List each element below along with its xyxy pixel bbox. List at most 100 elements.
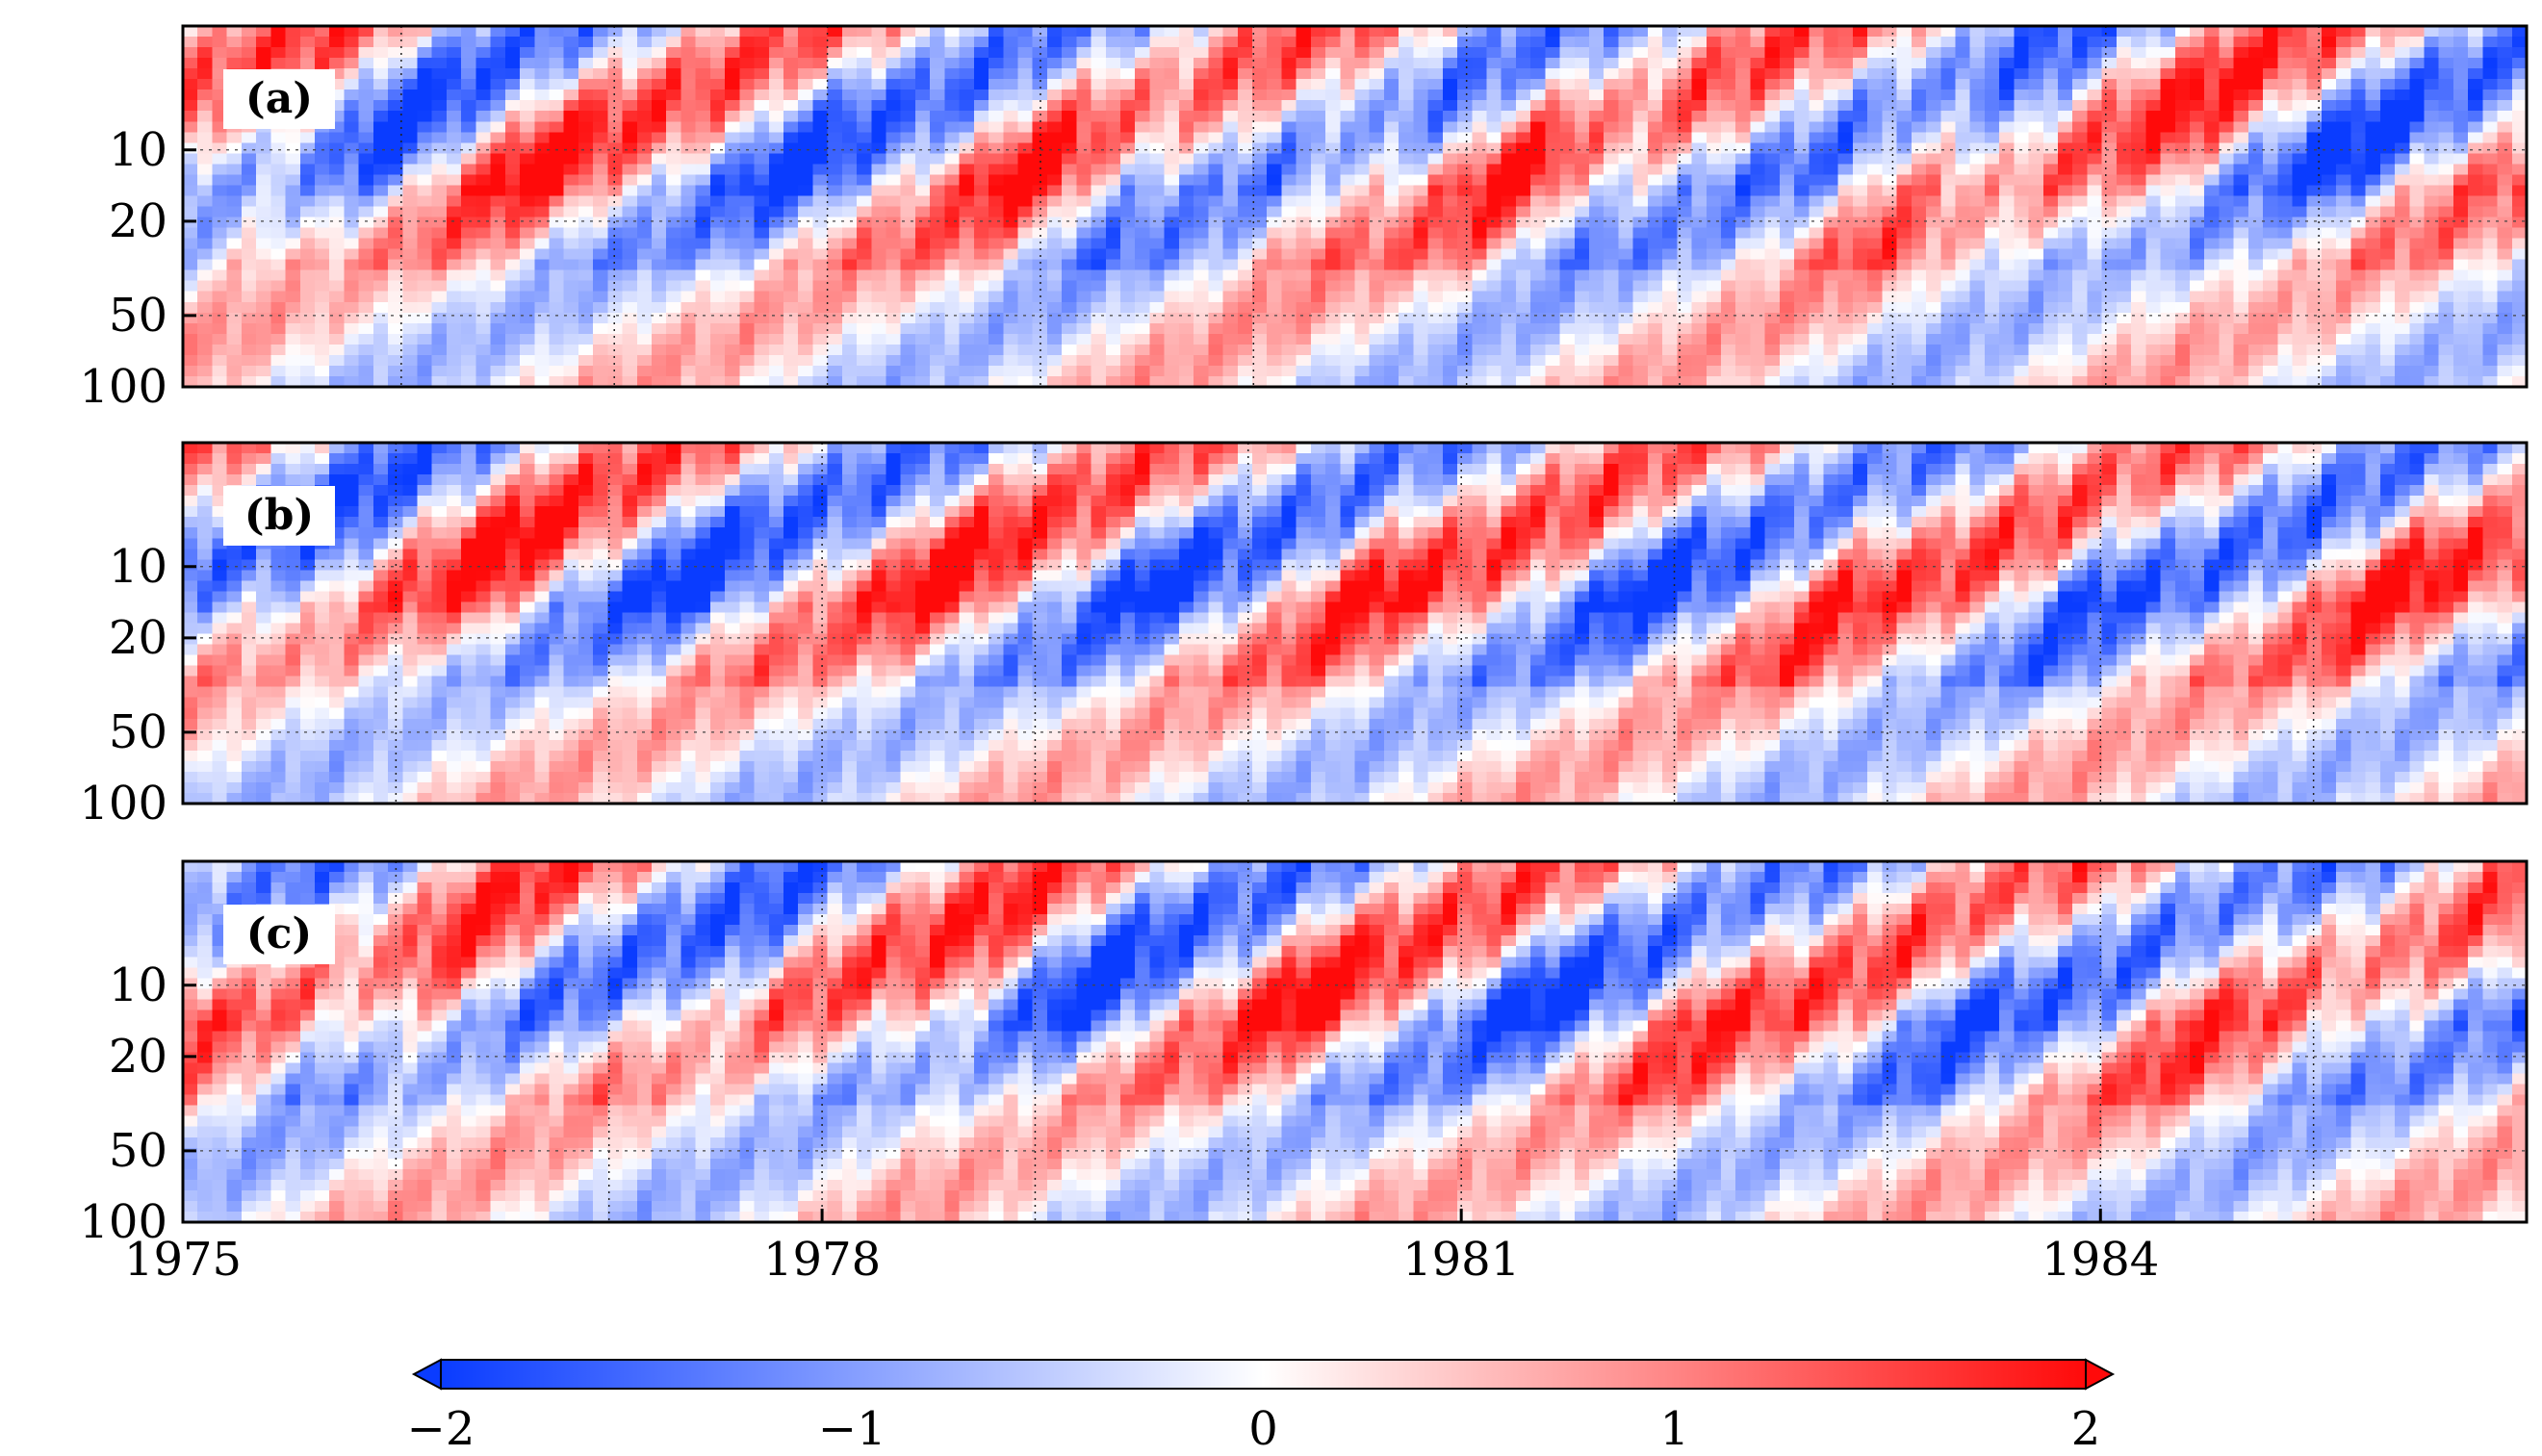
heatmap-cell <box>299 312 316 324</box>
heatmap-cell <box>1251 89 1268 101</box>
heatmap-cell <box>1325 322 1341 335</box>
heatmap-cell <box>2116 185 2132 197</box>
heatmap-cell <box>270 301 287 314</box>
heatmap-cell <box>973 89 989 101</box>
heatmap-cell <box>1194 269 1209 282</box>
heatmap-cell <box>2424 344 2440 356</box>
heatmap-cell <box>2379 269 2396 282</box>
heatmap-cell <box>1750 153 1766 165</box>
heatmap-cell <box>1472 47 1488 59</box>
heatmap-cell <box>1120 47 1136 59</box>
heatmap-cell <box>1354 174 1371 187</box>
heatmap-cell <box>593 206 608 218</box>
heatmap-cell <box>900 217 916 229</box>
heatmap-cell <box>2321 132 2337 143</box>
heatmap-cell <box>1750 132 1766 143</box>
heatmap-cell <box>1896 195 1913 208</box>
heatmap-cell <box>1823 195 1839 208</box>
heatmap-cell <box>2072 333 2089 345</box>
heatmap-cell <box>1852 301 1868 314</box>
heatmap-cell <box>886 238 902 250</box>
heatmap-cell <box>256 259 271 271</box>
heatmap-cell <box>1120 248 1136 261</box>
heatmap-cell <box>973 301 989 314</box>
heatmap-cell <box>2174 153 2191 165</box>
heatmap-cell <box>2468 185 2483 197</box>
heatmap-cell <box>636 132 653 143</box>
heatmap-cell <box>783 227 799 240</box>
heatmap-cell <box>1999 185 2015 197</box>
heatmap-cell <box>1632 58 1649 69</box>
heatmap-cell <box>1559 291 1576 303</box>
heatmap-cell <box>1852 206 1868 218</box>
heatmap-cell <box>2219 111 2235 122</box>
heatmap-cell <box>475 354 492 367</box>
heatmap-cell <box>2028 312 2044 324</box>
heatmap-cell <box>1340 248 1356 261</box>
heatmap-cell <box>372 301 389 314</box>
heatmap-cell <box>754 206 770 218</box>
heatmap-cell <box>1823 248 1839 261</box>
heatmap-cell <box>1632 185 1649 197</box>
heatmap-cell <box>2263 195 2278 208</box>
heatmap-cell <box>680 142 697 154</box>
heatmap-cell <box>1618 121 1634 133</box>
heatmap-cell <box>1984 164 2000 176</box>
heatmap-cell <box>1267 344 1283 356</box>
heatmap-cell <box>358 47 374 59</box>
heatmap-cell <box>1486 100 1502 112</box>
heatmap-cell <box>2247 26 2264 38</box>
heatmap-cell <box>622 312 638 324</box>
heatmap-cell <box>652 344 667 356</box>
heatmap-cell <box>1208 68 1224 80</box>
heatmap-cell <box>1237 26 1253 38</box>
heatmap-cell <box>1076 79 1092 90</box>
heatmap-cell <box>652 206 667 218</box>
heatmap-cell <box>1486 206 1502 218</box>
heatmap-cell <box>739 291 756 303</box>
heatmap-cell <box>1545 185 1561 197</box>
heatmap-cell <box>1062 132 1077 143</box>
heatmap-cell <box>1310 37 1326 48</box>
heatmap-cell <box>1296 164 1312 176</box>
heatmap-cell <box>1559 164 1576 176</box>
heatmap-cell <box>1911 269 1927 282</box>
heatmap-cell <box>607 238 624 250</box>
heatmap-cell <box>358 333 374 345</box>
heatmap-cell <box>329 26 346 38</box>
heatmap-cell <box>768 280 784 293</box>
heatmap-cell <box>490 238 506 250</box>
heatmap-cell <box>1325 291 1341 303</box>
heatmap-cell <box>2174 111 2191 122</box>
heatmap-cell <box>344 291 360 303</box>
heatmap-cell <box>1515 291 1531 303</box>
heatmap-cell <box>930 185 945 197</box>
heatmap-cell <box>1706 142 1722 154</box>
heatmap-cell <box>2189 142 2205 154</box>
heatmap-cell <box>388 195 403 208</box>
heatmap-cell <box>1867 132 1883 143</box>
heatmap-cell <box>1105 217 1121 229</box>
heatmap-cell <box>1340 238 1356 250</box>
heatmap-cell <box>1882 301 1898 314</box>
heatmap-cell <box>1325 79 1341 90</box>
heatmap-cell <box>2395 153 2410 165</box>
heatmap-cell <box>402 79 419 90</box>
heatmap-cell <box>2482 322 2499 335</box>
heatmap-cell <box>2219 206 2235 218</box>
heatmap-cell <box>212 79 228 90</box>
heatmap-cell <box>680 206 697 218</box>
heatmap-cell <box>1105 291 1121 303</box>
heatmap-cell <box>1647 301 1663 314</box>
heatmap-cell <box>1046 206 1063 218</box>
heatmap-cell <box>2424 132 2440 143</box>
heatmap-cell <box>285 227 301 240</box>
heatmap-cell <box>2424 206 2440 218</box>
heatmap-cell <box>314 174 330 187</box>
heatmap-cell <box>1647 206 1663 218</box>
heatmap-cell <box>1969 206 1986 218</box>
heatmap-cell <box>1999 47 2015 59</box>
heatmap-cell <box>2395 68 2410 80</box>
heatmap-cell <box>1604 164 1620 176</box>
heatmap-cell <box>1251 142 1268 154</box>
